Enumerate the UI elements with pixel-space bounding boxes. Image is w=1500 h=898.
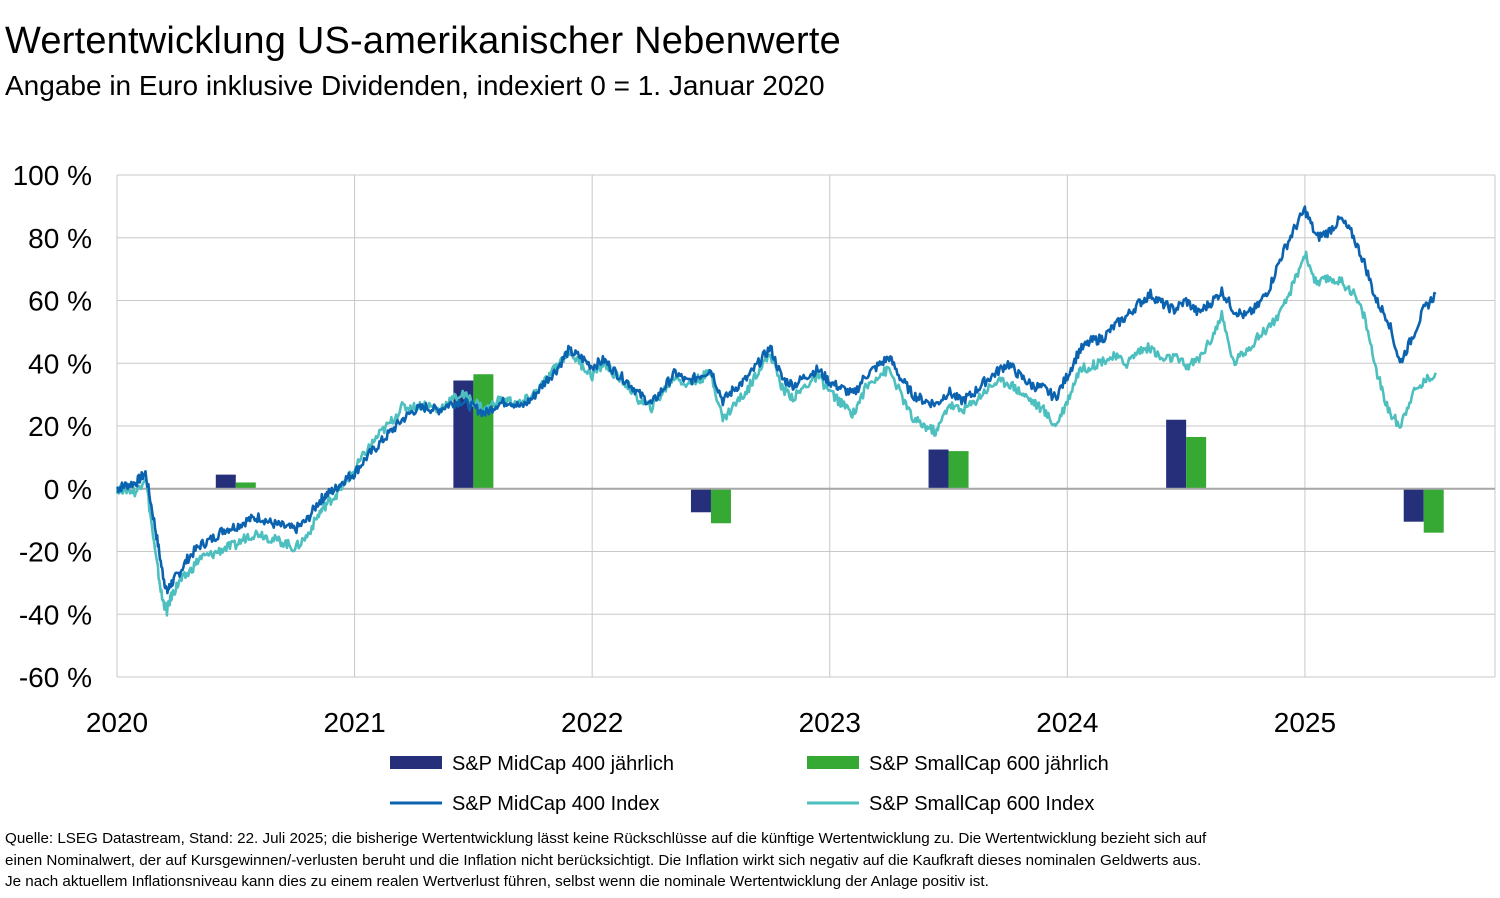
index-lines	[115, 205, 1437, 617]
legend-swatch	[807, 756, 859, 769]
bar-smallcap-2023	[948, 451, 969, 489]
x-tick-label: 2021	[323, 707, 385, 738]
bar-smallcap-2025	[1423, 488, 1444, 533]
y-tick-label: -40 %	[19, 599, 92, 630]
legend-label: S&P MidCap 400 Index	[452, 793, 660, 815]
y-tick-label: 20 %	[28, 411, 92, 442]
line-midcap-index	[115, 205, 1437, 595]
footnote: Quelle: LSEG Datastream, Stand: 22. Juli…	[5, 828, 1495, 893]
chart-subtitle: Angabe in Euro inklusive Dividenden, ind…	[5, 70, 825, 101]
legend-label: S&P MidCap 400 jährlich	[452, 753, 674, 775]
legend-swatch	[390, 756, 442, 769]
x-tick-label: 2023	[799, 707, 861, 738]
bar-midcap-2024	[1166, 419, 1187, 489]
footnote-line: einen Nominalwert, der auf Kursgewinnen/…	[5, 851, 1202, 869]
bar-smallcap-2020	[235, 482, 256, 489]
y-tick-label: 40 %	[28, 348, 92, 379]
chart-title: Wertentwicklung US-amerikanischer Nebenw…	[5, 20, 841, 62]
chart: -60 %-40 %-20 %0 %20 %40 %60 %80 %100 % …	[13, 160, 1496, 815]
gridlines	[116, 174, 1496, 678]
x-tick-label: 2025	[1274, 707, 1336, 738]
legend-label: S&P SmallCap 600 jährlich	[869, 753, 1109, 775]
y-tick-label: 80 %	[28, 223, 92, 254]
footnote-line: Quelle: LSEG Datastream, Stand: 22. Juli…	[5, 830, 1207, 847]
x-tick-label: 2024	[1036, 707, 1098, 738]
y-tick-label: 60 %	[28, 286, 92, 317]
bar-midcap-2025	[1403, 488, 1424, 522]
footnote-line: Je nach aktuellem Inflationsniveau kann …	[5, 873, 989, 890]
y-tick-label: -20 %	[19, 537, 92, 568]
line-smallcap-index	[115, 250, 1437, 617]
bar-smallcap-2022	[710, 488, 731, 524]
bar-smallcap-2021	[473, 374, 494, 489]
bar-smallcap-2024	[1186, 436, 1207, 489]
legend-label: S&P SmallCap 600 Index	[869, 793, 1094, 815]
x-axis-ticks: 2020 2021 2022 2023 2024 2025	[86, 707, 1336, 738]
y-tick-label: -60 %	[19, 662, 92, 693]
bar-midcap-2023	[928, 449, 949, 489]
y-tick-label: 0 %	[44, 474, 92, 505]
x-tick-label: 2020	[86, 707, 148, 738]
legend: S&P MidCap 400 jährlich S&P SmallCap 600 …	[390, 753, 1109, 815]
y-tick-label: 100 %	[13, 160, 92, 191]
bar-midcap-2020	[215, 474, 236, 489]
x-tick-label: 2022	[561, 707, 623, 738]
y-axis-ticks: -60 % -40 % -20 % 0 % 20 % 40 % 60 % 80 % 100 %	[13, 160, 92, 693]
bar-midcap-2022	[690, 488, 711, 513]
annual-bars	[215, 374, 1444, 533]
